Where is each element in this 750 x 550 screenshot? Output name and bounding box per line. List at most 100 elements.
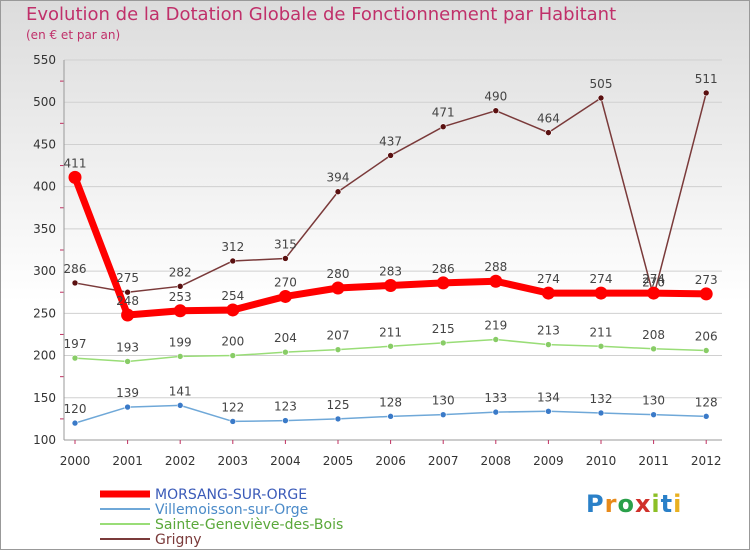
x-tick-label: 2002 <box>165 454 196 468</box>
data-label: 286 <box>64 262 87 276</box>
x-tick-label: 2010 <box>586 454 617 468</box>
data-point <box>492 336 500 343</box>
y-tick-label: 450 <box>33 137 56 151</box>
data-point <box>650 411 657 418</box>
data-point <box>702 89 710 97</box>
data-point <box>176 283 184 290</box>
data-label: 471 <box>432 106 455 120</box>
data-point <box>124 358 131 365</box>
data-point <box>124 403 131 411</box>
data-label: 122 <box>221 400 244 414</box>
data-label: 275 <box>116 271 139 285</box>
data-label: 211 <box>590 325 613 339</box>
proxiti-logo: Proxiti <box>586 490 683 518</box>
data-point <box>439 123 447 131</box>
data-label: 270 <box>642 275 665 289</box>
x-tick-label: 2007 <box>428 454 459 468</box>
data-label: 280 <box>327 267 350 281</box>
x-tick-label: 2000 <box>60 454 91 468</box>
legend-label: Sainte-Geneviève-des-Bois <box>155 517 343 533</box>
y-tick-label: 150 <box>33 391 56 405</box>
data-point <box>282 255 289 262</box>
data-point <box>597 94 605 102</box>
data-label: 215 <box>432 322 455 336</box>
data-label: 193 <box>116 340 139 354</box>
legend-label: Villemoisson-sur-Orge <box>155 502 308 518</box>
data-point <box>439 339 447 347</box>
data-label: 283 <box>379 264 402 278</box>
y-tick-label: 200 <box>33 349 56 363</box>
x-tick-label: 2004 <box>270 454 301 468</box>
data-label: 437 <box>379 134 402 148</box>
x-tick-label: 2012 <box>691 454 722 468</box>
data-point <box>702 413 710 420</box>
y-tick-label: 500 <box>33 95 56 109</box>
data-point <box>176 402 184 409</box>
data-point <box>387 413 394 420</box>
data-point <box>71 279 79 287</box>
data-label: 125 <box>327 398 350 412</box>
data-label: 490 <box>484 90 507 104</box>
data-point <box>541 286 555 300</box>
y-tick-label: 350 <box>33 222 56 236</box>
legend-label: Grigny <box>155 532 202 548</box>
data-point <box>436 276 450 290</box>
data-label: 134 <box>537 390 560 404</box>
data-label: 254 <box>221 289 244 303</box>
data-label: 197 <box>64 337 87 351</box>
data-point <box>545 341 552 348</box>
data-label: 206 <box>695 329 718 343</box>
data-point <box>282 348 289 356</box>
x-tick-label: 2003 <box>218 454 249 468</box>
data-point <box>439 411 447 418</box>
x-tick-label: 2008 <box>481 454 512 468</box>
data-point <box>229 257 237 265</box>
data-point <box>173 304 187 318</box>
data-label: 130 <box>642 394 665 408</box>
data-label: 288 <box>484 260 507 274</box>
data-label: 312 <box>221 240 244 254</box>
chart-subtitle: (en € et par an) <box>26 28 121 42</box>
data-label: 511 <box>695 72 718 86</box>
legend-label: MORSANG-SUR-ORGE <box>155 487 307 503</box>
data-point <box>489 274 503 288</box>
data-point <box>492 107 500 114</box>
data-point <box>699 287 713 301</box>
data-point <box>278 289 292 303</box>
data-label: 464 <box>537 112 560 126</box>
data-point <box>387 152 394 159</box>
data-label: 505 <box>590 77 613 91</box>
data-label: 128 <box>695 395 718 409</box>
data-point <box>229 352 237 359</box>
y-tick-label: 300 <box>33 264 56 278</box>
data-label: 270 <box>274 275 297 289</box>
data-label: 139 <box>116 386 139 400</box>
data-point <box>597 409 605 417</box>
data-label: 274 <box>537 272 560 286</box>
data-point <box>229 418 237 425</box>
data-point <box>331 281 345 295</box>
data-point <box>647 286 661 300</box>
data-label: 213 <box>537 324 560 338</box>
data-label: 282 <box>169 265 192 279</box>
x-tick-label: 2011 <box>638 454 669 468</box>
data-label: 286 <box>432 262 455 276</box>
data-label: 199 <box>169 335 192 349</box>
data-point <box>387 342 394 350</box>
data-point <box>702 347 710 354</box>
data-label: 208 <box>642 328 665 342</box>
x-tick-label: 2001 <box>112 454 143 468</box>
data-label: 411 <box>64 156 87 170</box>
data-label: 248 <box>116 294 139 308</box>
data-point <box>597 342 605 350</box>
y-tick-label: 550 <box>33 53 56 67</box>
data-point <box>650 345 657 353</box>
data-point <box>334 188 342 196</box>
data-point <box>176 353 184 360</box>
data-label: 315 <box>274 237 297 251</box>
data-point <box>492 408 500 416</box>
y-tick-label: 400 <box>33 180 56 194</box>
data-point <box>124 288 131 296</box>
x-tick-label: 2006 <box>375 454 406 468</box>
data-label: 207 <box>327 329 350 343</box>
